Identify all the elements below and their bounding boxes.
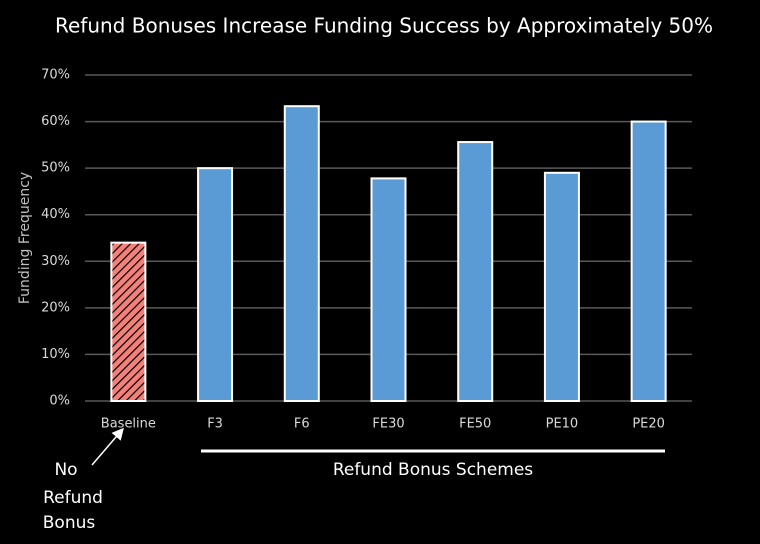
chart-title: Refund Bonuses Increase Funding Success … xyxy=(55,14,713,38)
bar xyxy=(110,241,147,402)
annotation: Bonus xyxy=(43,513,96,533)
y-tick-label: 50% xyxy=(41,161,70,176)
annotation-arrow xyxy=(91,427,124,466)
x-tick-label: PE10 xyxy=(546,417,579,432)
x-tick-label: Baseline xyxy=(101,417,156,432)
bar xyxy=(630,120,667,402)
y-axis-label: Funding Frequency xyxy=(17,172,33,304)
x-tick-label: F3 xyxy=(207,417,223,432)
y-tick-label: 10% xyxy=(41,347,70,362)
annotation: No xyxy=(54,460,77,480)
x-tick-label: FE50 xyxy=(459,417,491,432)
bar xyxy=(457,141,494,402)
y-tick-label: 40% xyxy=(41,207,70,222)
y-tick-label: 0% xyxy=(49,394,70,409)
bar xyxy=(543,171,580,402)
bar xyxy=(283,105,320,403)
y-tick-label: 30% xyxy=(41,254,70,269)
x-tick-label: PE20 xyxy=(632,417,665,432)
bar xyxy=(370,177,407,402)
annotation: Refund xyxy=(43,488,103,508)
x-tick-label: F6 xyxy=(294,417,310,432)
y-tick-label: 20% xyxy=(41,300,70,315)
x-tick-label: FE30 xyxy=(372,417,404,432)
y-tick-label: 60% xyxy=(41,114,70,129)
annotation: Refund Bonus Schemes xyxy=(333,460,533,480)
bar xyxy=(197,167,234,402)
y-tick-label: 70% xyxy=(41,68,70,83)
